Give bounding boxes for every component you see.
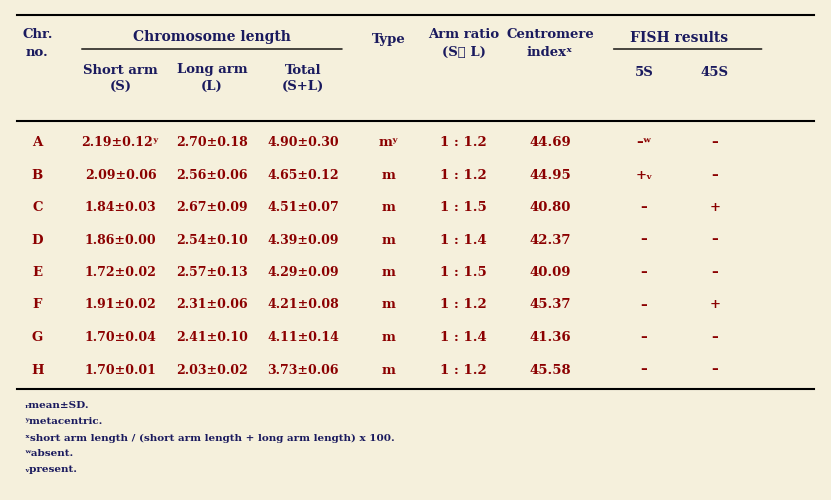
Text: Type: Type [372, 34, 406, 46]
Text: (S❘ L): (S❘ L) [442, 46, 485, 59]
Text: B: B [32, 168, 43, 181]
Text: –: – [711, 331, 718, 344]
Text: 2.70±0.18: 2.70±0.18 [176, 136, 248, 149]
Text: 1 : 1.4: 1 : 1.4 [440, 234, 487, 246]
Text: 4.65±0.12: 4.65±0.12 [268, 168, 339, 181]
Text: (S): (S) [110, 80, 131, 93]
Text: 2.41±0.10: 2.41±0.10 [176, 331, 248, 344]
Text: 45S: 45S [701, 66, 729, 79]
Text: C: C [32, 201, 42, 214]
Text: –: – [641, 266, 647, 279]
Text: 2.54±0.10: 2.54±0.10 [176, 234, 248, 246]
Text: 2.67±0.09: 2.67±0.09 [176, 201, 248, 214]
Text: D: D [32, 234, 43, 246]
Text: Long arm: Long arm [177, 64, 247, 76]
Text: 1.91±0.02: 1.91±0.02 [85, 298, 156, 312]
Text: –: – [641, 234, 647, 246]
Text: 1 : 1.2: 1 : 1.2 [440, 136, 487, 149]
Text: mʸ: mʸ [379, 136, 399, 149]
Text: –: – [711, 168, 718, 181]
Text: 2.57±0.13: 2.57±0.13 [176, 266, 248, 279]
Text: Total: Total [285, 64, 322, 76]
Text: 1.86±0.00: 1.86±0.00 [85, 234, 156, 246]
Text: 42.37: 42.37 [529, 234, 571, 246]
Text: +: + [709, 298, 720, 312]
Text: +ᵥ: +ᵥ [635, 168, 653, 181]
Text: m: m [382, 168, 396, 181]
Text: ʷabsent.: ʷabsent. [25, 450, 74, 458]
Text: ᵣmean±SD.: ᵣmean±SD. [25, 402, 90, 410]
Text: 44.69: 44.69 [529, 136, 571, 149]
Text: ˣshort arm length / (short arm length + long arm length) x 100.: ˣshort arm length / (short arm length + … [25, 434, 395, 442]
Text: m: m [382, 266, 396, 279]
Text: 44.95: 44.95 [529, 168, 571, 181]
Text: 4.90±0.30: 4.90±0.30 [268, 136, 339, 149]
Text: –: – [711, 266, 718, 279]
Text: Short arm: Short arm [83, 64, 158, 76]
Text: –: – [711, 364, 718, 376]
Text: F: F [32, 298, 42, 312]
Text: Arm ratio: Arm ratio [428, 28, 499, 42]
Text: 1 : 1.5: 1 : 1.5 [440, 266, 487, 279]
Text: –: – [641, 331, 647, 344]
Text: –: – [711, 234, 718, 246]
Text: 4.39±0.09: 4.39±0.09 [268, 234, 339, 246]
Text: –: – [641, 298, 647, 312]
Text: –: – [641, 201, 647, 214]
Text: m: m [382, 298, 396, 312]
Text: 1.72±0.02: 1.72±0.02 [85, 266, 156, 279]
Text: 2.03±0.02: 2.03±0.02 [176, 364, 248, 376]
Text: Chromosome length: Chromosome length [133, 30, 291, 44]
Text: 4.51±0.07: 4.51±0.07 [268, 201, 339, 214]
Text: no.: no. [26, 46, 49, 59]
Text: (L): (L) [201, 80, 223, 93]
Text: 4.11±0.14: 4.11±0.14 [268, 331, 339, 344]
Text: Centromere: Centromere [506, 28, 594, 42]
Text: 3.73±0.06: 3.73±0.06 [268, 364, 339, 376]
Text: 1.70±0.01: 1.70±0.01 [85, 364, 156, 376]
Text: 41.36: 41.36 [529, 331, 571, 344]
Text: 1.84±0.03: 1.84±0.03 [85, 201, 156, 214]
Text: G: G [32, 331, 43, 344]
Text: –: – [711, 136, 718, 149]
Text: 2.31±0.06: 2.31±0.06 [176, 298, 248, 312]
Text: 40.09: 40.09 [529, 266, 571, 279]
Text: –ʷ: –ʷ [637, 136, 652, 149]
Text: –: – [641, 364, 647, 376]
Text: ᵥpresent.: ᵥpresent. [25, 466, 78, 474]
Text: A: A [32, 136, 42, 149]
Text: E: E [32, 266, 42, 279]
Text: 40.80: 40.80 [529, 201, 571, 214]
Text: 45.58: 45.58 [529, 364, 571, 376]
Text: 1 : 1.2: 1 : 1.2 [440, 168, 487, 181]
Text: (S+L): (S+L) [283, 80, 324, 93]
Text: m: m [382, 331, 396, 344]
Text: 4.29±0.09: 4.29±0.09 [268, 266, 339, 279]
Text: indexˣ: indexˣ [527, 46, 573, 59]
Text: 1 : 1.2: 1 : 1.2 [440, 298, 487, 312]
Text: 1 : 1.5: 1 : 1.5 [440, 201, 487, 214]
Text: 1 : 1.4: 1 : 1.4 [440, 331, 487, 344]
Text: H: H [31, 364, 44, 376]
Text: 45.37: 45.37 [529, 298, 571, 312]
Text: m: m [382, 364, 396, 376]
Text: 4.21±0.08: 4.21±0.08 [268, 298, 339, 312]
Text: m: m [382, 234, 396, 246]
Text: Chr.: Chr. [22, 28, 52, 42]
Text: 2.19±0.12ʸ: 2.19±0.12ʸ [81, 136, 160, 149]
Text: FISH results: FISH results [630, 30, 729, 44]
Text: 1 : 1.2: 1 : 1.2 [440, 364, 487, 376]
Text: 2.09±0.06: 2.09±0.06 [85, 168, 156, 181]
Text: 2.56±0.06: 2.56±0.06 [176, 168, 248, 181]
Text: ʸmetacentric.: ʸmetacentric. [25, 418, 103, 426]
Text: 5S: 5S [635, 66, 653, 79]
Text: m: m [382, 201, 396, 214]
Text: 1.70±0.04: 1.70±0.04 [85, 331, 156, 344]
Text: +: + [709, 201, 720, 214]
